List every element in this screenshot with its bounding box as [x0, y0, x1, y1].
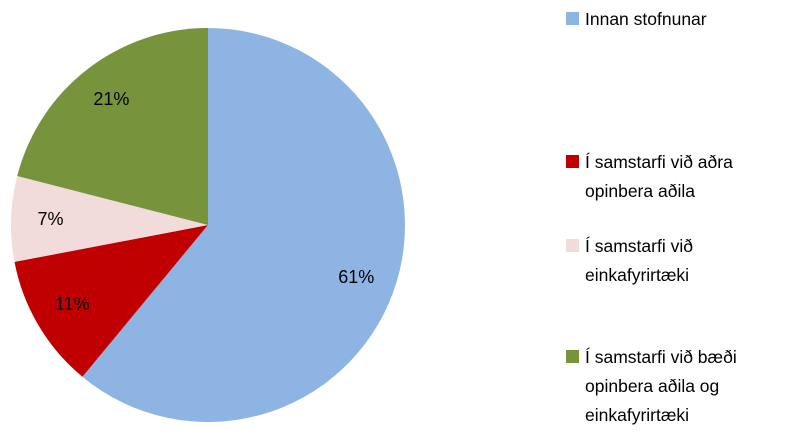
data-label: 7% — [37, 209, 63, 229]
legend-entry: Í samstarfi við einkafyrirtæki — [566, 232, 798, 290]
legend-label: Í samstarfi við aðra opinbera aðila — [585, 152, 733, 201]
legend-label: Í samstarfi við bæði opinbera aðila og e… — [585, 347, 737, 425]
legend-entry: Í samstarfi við bæði opinbera aðila og e… — [566, 343, 798, 430]
legend-label: Innan stofnunar — [585, 9, 707, 29]
legend-swatch — [566, 239, 579, 252]
legend-swatch — [566, 12, 579, 25]
data-label: 11% — [55, 294, 90, 314]
legend-swatch — [566, 155, 579, 168]
legend-entry: Í samstarfi við aðra opinbera aðila — [566, 148, 798, 206]
legend-swatch — [566, 350, 579, 363]
legend: Innan stofnunar Í samstarfi við aðra opin… — [566, 0, 801, 437]
data-label: 61% — [338, 267, 374, 287]
legend-label: Í samstarfi við einkafyrirtæki — [585, 236, 693, 285]
pie-slice — [10, 176, 208, 262]
legend-entry: Innan stofnunar — [566, 5, 798, 34]
pie-chart: 61% 11% 7% 21% — [10, 28, 406, 422]
pie-slice — [14, 225, 209, 377]
data-label: 21% — [93, 89, 129, 109]
pie-slice — [82, 28, 406, 422]
pie-slice — [17, 28, 208, 225]
